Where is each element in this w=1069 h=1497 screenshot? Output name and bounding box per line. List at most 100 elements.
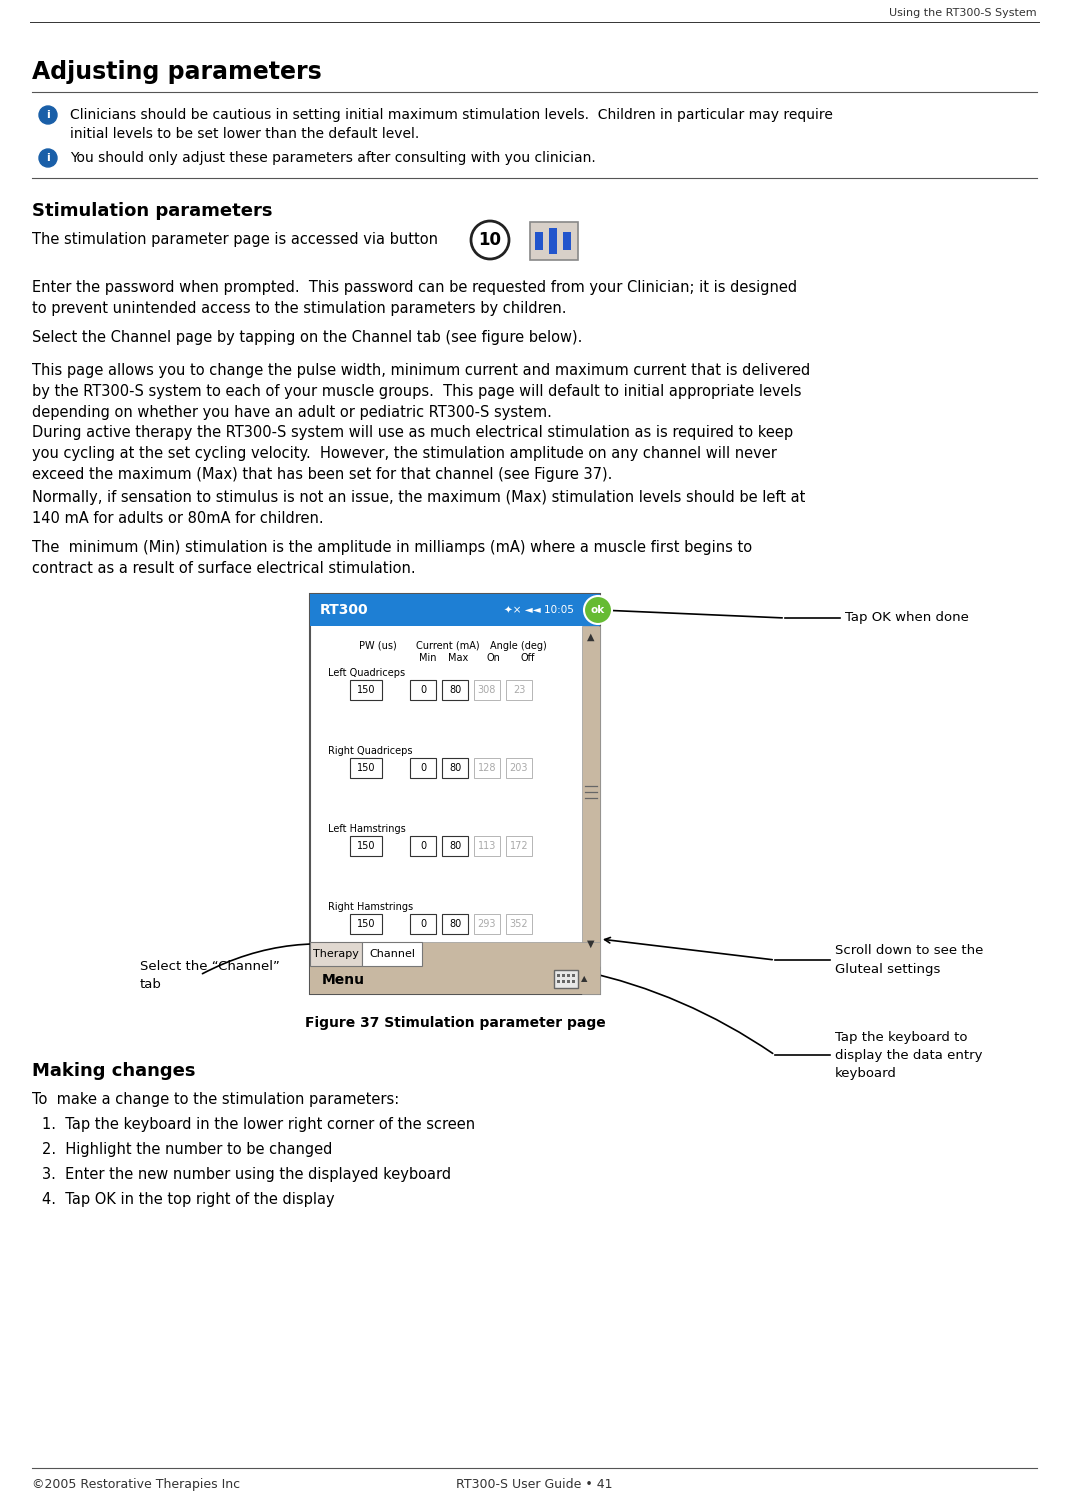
Circle shape xyxy=(38,106,57,124)
Text: Stimulation parameters: Stimulation parameters xyxy=(32,202,273,220)
FancyBboxPatch shape xyxy=(350,680,382,701)
FancyBboxPatch shape xyxy=(567,979,570,982)
Text: 10: 10 xyxy=(479,231,501,249)
Text: 80: 80 xyxy=(449,841,461,850)
Text: This page allows you to change the pulse width, minimum current and maximum curr: This page allows you to change the pulse… xyxy=(32,362,810,421)
FancyBboxPatch shape xyxy=(350,915,382,934)
Text: Current (mA): Current (mA) xyxy=(416,641,480,651)
FancyBboxPatch shape xyxy=(441,915,468,934)
FancyBboxPatch shape xyxy=(362,942,422,966)
FancyBboxPatch shape xyxy=(441,680,468,701)
FancyBboxPatch shape xyxy=(506,835,532,856)
Text: 0: 0 xyxy=(420,686,427,695)
Text: 4.  Tap OK in the top right of the display: 4. Tap OK in the top right of the displa… xyxy=(42,1192,335,1207)
Text: Right Hamstrings: Right Hamstrings xyxy=(328,903,413,912)
Text: Angle (deg): Angle (deg) xyxy=(490,641,546,651)
Text: Making changes: Making changes xyxy=(32,1061,196,1079)
Text: On: On xyxy=(486,653,500,663)
Text: ▼: ▼ xyxy=(587,939,594,949)
Text: Tap the keyboard to
display the data entry
keyboard: Tap the keyboard to display the data ent… xyxy=(835,1030,982,1079)
Text: ©2005 Restorative Therapies Inc: ©2005 Restorative Therapies Inc xyxy=(32,1478,241,1491)
Text: 352: 352 xyxy=(510,919,528,930)
Text: Max: Max xyxy=(448,653,468,663)
Text: Select the “Channel”
tab: Select the “Channel” tab xyxy=(140,960,280,991)
Circle shape xyxy=(471,222,509,259)
FancyBboxPatch shape xyxy=(441,835,468,856)
FancyBboxPatch shape xyxy=(410,835,436,856)
Text: i: i xyxy=(46,109,50,120)
Text: Menu: Menu xyxy=(322,973,365,987)
Text: Min: Min xyxy=(419,653,437,663)
FancyBboxPatch shape xyxy=(474,680,500,701)
Text: You should only adjust these parameters after consulting with you clinician.: You should only adjust these parameters … xyxy=(69,151,595,165)
Text: 150: 150 xyxy=(357,841,375,850)
FancyBboxPatch shape xyxy=(563,232,571,250)
Text: 0: 0 xyxy=(420,763,427,772)
Text: Right Quadriceps: Right Quadriceps xyxy=(328,746,413,756)
FancyBboxPatch shape xyxy=(549,228,557,254)
FancyBboxPatch shape xyxy=(310,594,600,626)
FancyBboxPatch shape xyxy=(561,979,564,982)
FancyBboxPatch shape xyxy=(557,973,559,976)
FancyBboxPatch shape xyxy=(506,915,532,934)
FancyBboxPatch shape xyxy=(474,835,500,856)
Text: 150: 150 xyxy=(357,686,375,695)
FancyBboxPatch shape xyxy=(567,973,570,976)
FancyBboxPatch shape xyxy=(506,757,532,778)
FancyBboxPatch shape xyxy=(474,915,500,934)
FancyBboxPatch shape xyxy=(474,757,500,778)
Text: 80: 80 xyxy=(449,686,461,695)
Text: 0: 0 xyxy=(420,919,427,930)
Text: 308: 308 xyxy=(478,686,496,695)
Text: The  minimum (Min) stimulation is the amplitude in milliamps (mA) where a muscle: The minimum (Min) stimulation is the amp… xyxy=(32,540,753,576)
Text: The stimulation parameter page is accessed via button: The stimulation parameter page is access… xyxy=(32,232,438,247)
Text: Figure 37 Stimulation parameter page: Figure 37 Stimulation parameter page xyxy=(305,1016,605,1030)
Text: Select the Channel page by tapping on the Channel tab (see figure below).: Select the Channel page by tapping on th… xyxy=(32,329,583,344)
FancyBboxPatch shape xyxy=(534,232,543,250)
Text: Channel: Channel xyxy=(369,949,415,960)
FancyBboxPatch shape xyxy=(572,973,574,976)
Text: 113: 113 xyxy=(478,841,496,850)
FancyBboxPatch shape xyxy=(310,594,600,994)
Text: Using the RT300-S System: Using the RT300-S System xyxy=(889,7,1037,18)
FancyBboxPatch shape xyxy=(557,979,559,982)
Text: Enter the password when prompted.  This password can be requested from your Clin: Enter the password when prompted. This p… xyxy=(32,280,797,316)
Text: Tap OK when done: Tap OK when done xyxy=(845,611,969,624)
FancyBboxPatch shape xyxy=(561,973,564,976)
Text: 3.  Enter the new number using the displayed keyboard: 3. Enter the new number using the displa… xyxy=(42,1168,451,1183)
Text: 80: 80 xyxy=(449,763,461,772)
Circle shape xyxy=(38,150,57,168)
FancyBboxPatch shape xyxy=(410,757,436,778)
FancyBboxPatch shape xyxy=(582,626,600,994)
Text: ▲: ▲ xyxy=(580,975,588,984)
Text: RT300-S User Guide • 41: RT300-S User Guide • 41 xyxy=(456,1478,613,1491)
FancyBboxPatch shape xyxy=(572,979,574,982)
Text: 150: 150 xyxy=(357,763,375,772)
Text: Normally, if sensation to stimulus is not an issue, the maximum (Max) stimulatio: Normally, if sensation to stimulus is no… xyxy=(32,490,805,525)
Text: i: i xyxy=(46,153,50,163)
Text: 203: 203 xyxy=(510,763,528,772)
Text: 172: 172 xyxy=(510,841,528,850)
FancyBboxPatch shape xyxy=(554,970,578,988)
Circle shape xyxy=(584,596,611,624)
FancyBboxPatch shape xyxy=(506,680,532,701)
Text: 1.  Tap the keyboard in the lower right corner of the screen: 1. Tap the keyboard in the lower right c… xyxy=(42,1117,475,1132)
FancyBboxPatch shape xyxy=(410,915,436,934)
FancyBboxPatch shape xyxy=(350,757,382,778)
Text: To  make a change to the stimulation parameters:: To make a change to the stimulation para… xyxy=(32,1091,399,1106)
Text: RT300: RT300 xyxy=(320,603,369,617)
FancyBboxPatch shape xyxy=(310,966,600,994)
Text: ok: ok xyxy=(591,605,605,615)
Text: 128: 128 xyxy=(478,763,496,772)
Text: Clinicians should be cautious in setting initial maximum stimulation levels.  Ch: Clinicians should be cautious in setting… xyxy=(69,108,833,141)
FancyBboxPatch shape xyxy=(350,835,382,856)
FancyBboxPatch shape xyxy=(410,680,436,701)
Text: 80: 80 xyxy=(449,919,461,930)
Text: Left Quadriceps: Left Quadriceps xyxy=(328,668,405,678)
Text: 2.  Highlight the number to be changed: 2. Highlight the number to be changed xyxy=(42,1142,332,1157)
Text: During active therapy the RT300-S system will use as much electrical stimulation: During active therapy the RT300-S system… xyxy=(32,425,793,482)
Text: 23: 23 xyxy=(513,686,525,695)
FancyBboxPatch shape xyxy=(310,942,600,966)
FancyBboxPatch shape xyxy=(441,757,468,778)
Text: ✦× ◄◄ 10:05: ✦× ◄◄ 10:05 xyxy=(505,605,574,615)
